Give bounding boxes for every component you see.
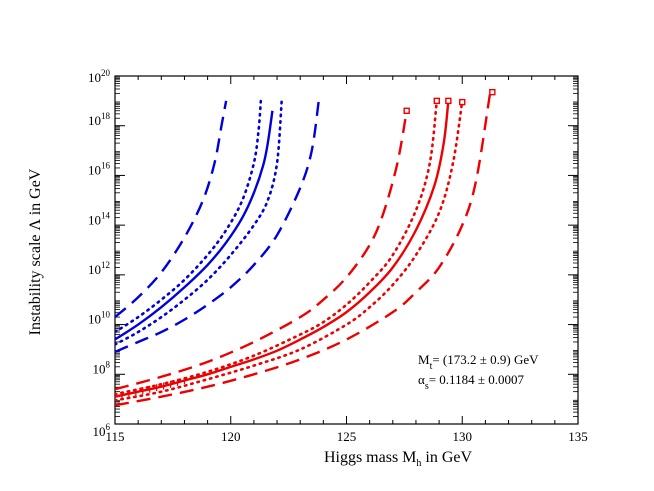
series-red-dashed-lower — [115, 93, 492, 407]
error-ticks — [121, 377, 186, 399]
series-red-dotted-lower — [115, 99, 464, 402]
x-tick-label-120: 120 — [221, 429, 241, 444]
y-tick-label-1e18: 1018 — [88, 111, 111, 128]
y-tick-label-1e6: 106 — [93, 422, 111, 439]
major-ticks — [114, 75, 579, 425]
x-tick-label-135: 135 — [568, 429, 588, 444]
series-blue-dotted-lower — [115, 99, 283, 346]
x-tick-label-130: 130 — [453, 429, 473, 444]
y-tick-label-1e10: 1010 — [88, 310, 111, 327]
endpoint-marker — [433, 97, 440, 105]
endpoint-marker — [445, 97, 452, 105]
y-tick-label-1e16: 1016 — [88, 161, 111, 178]
x-tick-label-115: 115 — [105, 429, 124, 444]
endpoint-marker — [459, 98, 466, 106]
y-tick-label-1e8: 108 — [93, 359, 111, 376]
series-blue-central — [115, 110, 274, 341]
y-tick-label-1e12: 1012 — [88, 260, 110, 277]
series-blue-dotted-upper — [115, 99, 263, 334]
endpoint-marker — [403, 107, 410, 115]
endpoint-markers — [403, 88, 496, 115]
series-blue-dashed-lower — [115, 100, 320, 354]
series-red-central — [115, 100, 450, 398]
series-red-dashed-upper — [115, 110, 408, 391]
y-axis-title: Instability scale Λ in GeV — [27, 168, 44, 335]
annotation-alpha-s: αs= 0.1184 ± 0.0007 — [418, 372, 524, 392]
x-axis-title: Higgs mass Mh in GeV — [324, 449, 473, 469]
endpoint-marker — [489, 88, 496, 96]
y-tick-label-1e14: 1014 — [88, 210, 111, 227]
series-blue-dashed-upper — [115, 100, 228, 319]
minor-ticks — [115, 76, 578, 424]
annotation-top-mass: Mt= (173.2 ± 0.9) GeV — [418, 352, 539, 372]
series-red-dotted-upper — [115, 99, 439, 396]
y-tick-label-1e20: 1020 — [88, 68, 111, 85]
x-tick-label-125: 125 — [337, 429, 357, 444]
